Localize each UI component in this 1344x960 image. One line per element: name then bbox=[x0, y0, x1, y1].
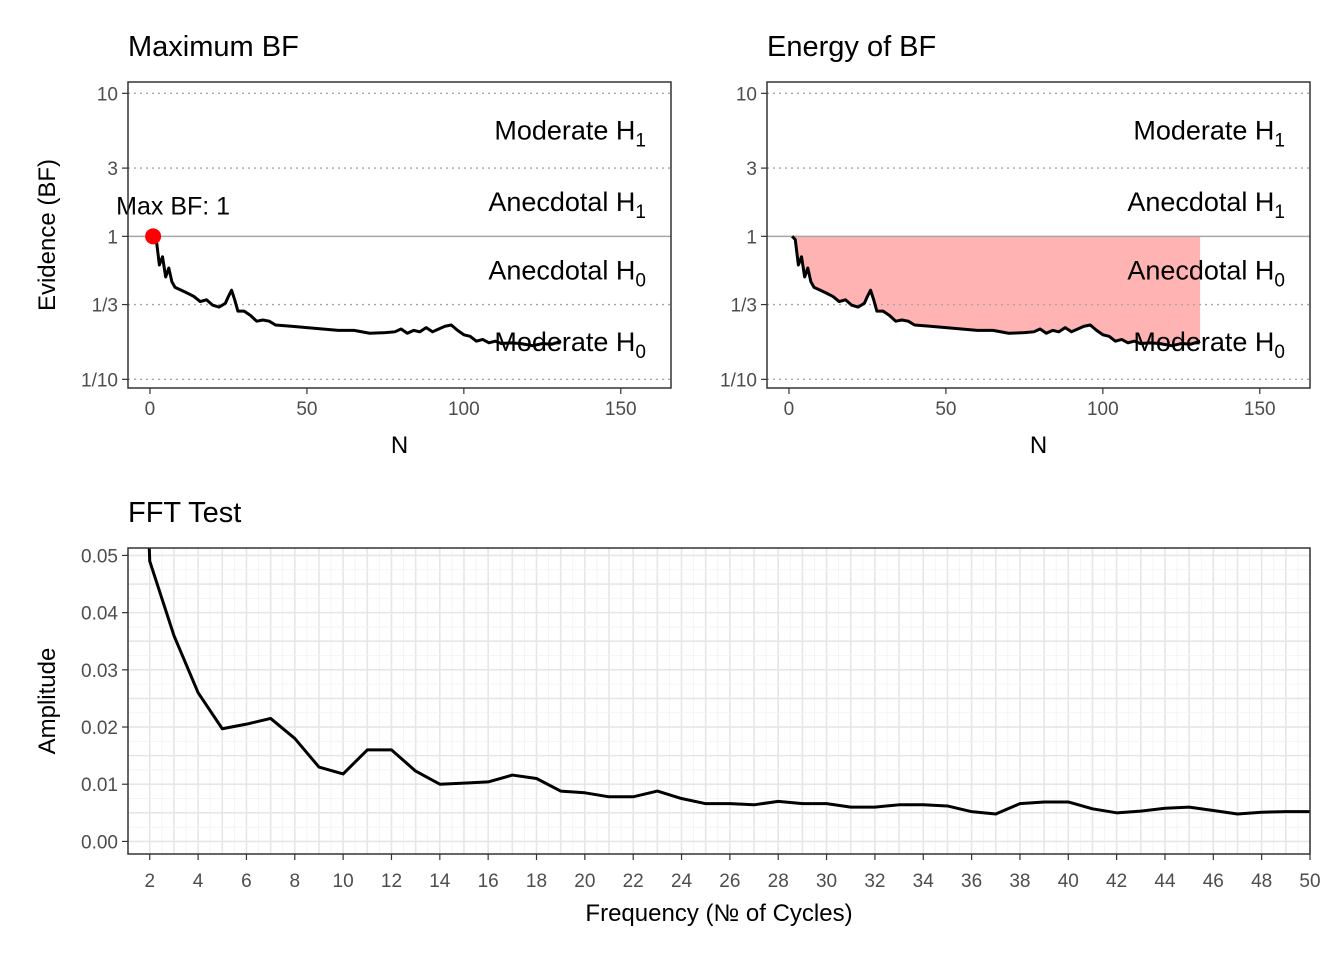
x-tick-label: 32 bbox=[864, 871, 885, 892]
x-tick-label: 50 bbox=[296, 399, 317, 420]
y-axis-title: Amplitude bbox=[34, 648, 61, 755]
x-tick-label: 14 bbox=[429, 871, 451, 892]
x-tick-label: 8 bbox=[289, 871, 300, 892]
x-tick-label: 16 bbox=[478, 871, 499, 892]
x-tick-label: 150 bbox=[1244, 399, 1276, 420]
x-tick-label: 22 bbox=[623, 871, 644, 892]
zone-label: Anecdotal H0 bbox=[1127, 255, 1285, 291]
y-tick-label: 1/3 bbox=[92, 296, 118, 317]
y-tick-label: 1/10 bbox=[81, 370, 118, 391]
x-tick-label: 46 bbox=[1203, 871, 1224, 892]
y-tick-label: 3 bbox=[746, 159, 757, 180]
x-tick-label: 48 bbox=[1251, 871, 1272, 892]
x-tick-label: 100 bbox=[1087, 399, 1119, 420]
panel-maximum-bf: Maximum BF Moderate H1 Anecdotal H1 Anecdo… bbox=[34, 31, 672, 459]
x-tick-label: 10 bbox=[333, 871, 354, 892]
x-tick-label: 34 bbox=[913, 871, 935, 892]
x-tick-label: 2 bbox=[144, 871, 155, 892]
x-tick-label: 50 bbox=[935, 399, 956, 420]
y-tick-label: 1 bbox=[107, 227, 118, 248]
x-tick-label: 44 bbox=[1154, 871, 1176, 892]
x-tick-label: 150 bbox=[605, 399, 637, 420]
x-tick-label: 50 bbox=[1299, 871, 1320, 892]
panel-energy-of-bf: Energy of BF Moderate H1 Anecdotal H1 Anec… bbox=[720, 31, 1311, 459]
gridlines bbox=[128, 548, 1311, 854]
x-tick-label: 28 bbox=[768, 871, 789, 892]
x-tick-label: 40 bbox=[1058, 871, 1079, 892]
y-tick-label: 0.03 bbox=[81, 661, 118, 682]
zone-label: Moderate H1 bbox=[494, 116, 646, 152]
y-tick-label: 0.02 bbox=[81, 718, 118, 739]
x-tick-label: 4 bbox=[193, 871, 204, 892]
zone-label: Moderate H1 bbox=[1133, 116, 1285, 152]
y-tick-label: 0.01 bbox=[81, 775, 118, 796]
panel-border bbox=[127, 81, 672, 389]
panel-border bbox=[127, 547, 1311, 855]
y-tick-label: 10 bbox=[97, 84, 118, 105]
chart-title: Energy of BF bbox=[767, 31, 936, 63]
x-tick-label: 0 bbox=[145, 399, 156, 420]
x-tick-label: 38 bbox=[1009, 871, 1030, 892]
bf-series-line bbox=[152, 235, 562, 348]
y-tick-label: 0.05 bbox=[81, 546, 118, 567]
x-tick-label: 18 bbox=[526, 871, 547, 892]
x-tick-label: 100 bbox=[448, 399, 480, 420]
max-bf-annotation: Max BF: 1 bbox=[116, 192, 230, 220]
x-tick-label: 42 bbox=[1106, 871, 1127, 892]
fft-series-line bbox=[147, 547, 1310, 816]
zone-label: Anecdotal H1 bbox=[1127, 187, 1285, 223]
y-tick-label: 3 bbox=[107, 159, 118, 180]
y-axis-title: Evidence (BF) bbox=[34, 159, 61, 311]
y-tick-label: 1/10 bbox=[720, 370, 757, 391]
x-tick-label: 24 bbox=[671, 871, 693, 892]
zone-label: Moderate H0 bbox=[1133, 327, 1285, 363]
x-tick-label: 0 bbox=[784, 399, 795, 420]
zone-label: Moderate H0 bbox=[494, 327, 646, 363]
x-tick-label: 30 bbox=[816, 871, 837, 892]
x-tick-label: 26 bbox=[719, 871, 740, 892]
zone-label: Anecdotal H0 bbox=[488, 255, 646, 291]
y-tick-label: 1/3 bbox=[731, 296, 757, 317]
y-tick-label: 0.00 bbox=[81, 832, 118, 853]
x-axis-title: N bbox=[391, 432, 408, 459]
max-bf-point bbox=[145, 228, 162, 245]
x-tick-label: 36 bbox=[961, 871, 982, 892]
x-axis-title: N bbox=[1030, 432, 1047, 459]
chart-title: Maximum BF bbox=[128, 31, 299, 63]
x-tick-label: 20 bbox=[574, 871, 595, 892]
chart-title: FFT Test bbox=[128, 497, 241, 529]
y-tick-label: 10 bbox=[736, 84, 757, 105]
x-axis-title: Frequency (№ of Cycles) bbox=[585, 900, 852, 927]
x-tick-label: 12 bbox=[381, 871, 402, 892]
bf-series-line bbox=[791, 235, 1201, 348]
panel-border bbox=[766, 81, 1311, 389]
zone-label: Anecdotal H1 bbox=[488, 187, 646, 223]
y-tick-label: 0.04 bbox=[81, 604, 118, 625]
panel-fft-test: FFT Test 0.000.010.020.030.040.052 4 6 8 10 1… bbox=[34, 497, 1321, 927]
y-tick-label: 1 bbox=[746, 227, 757, 248]
x-tick-label: 6 bbox=[241, 871, 252, 892]
